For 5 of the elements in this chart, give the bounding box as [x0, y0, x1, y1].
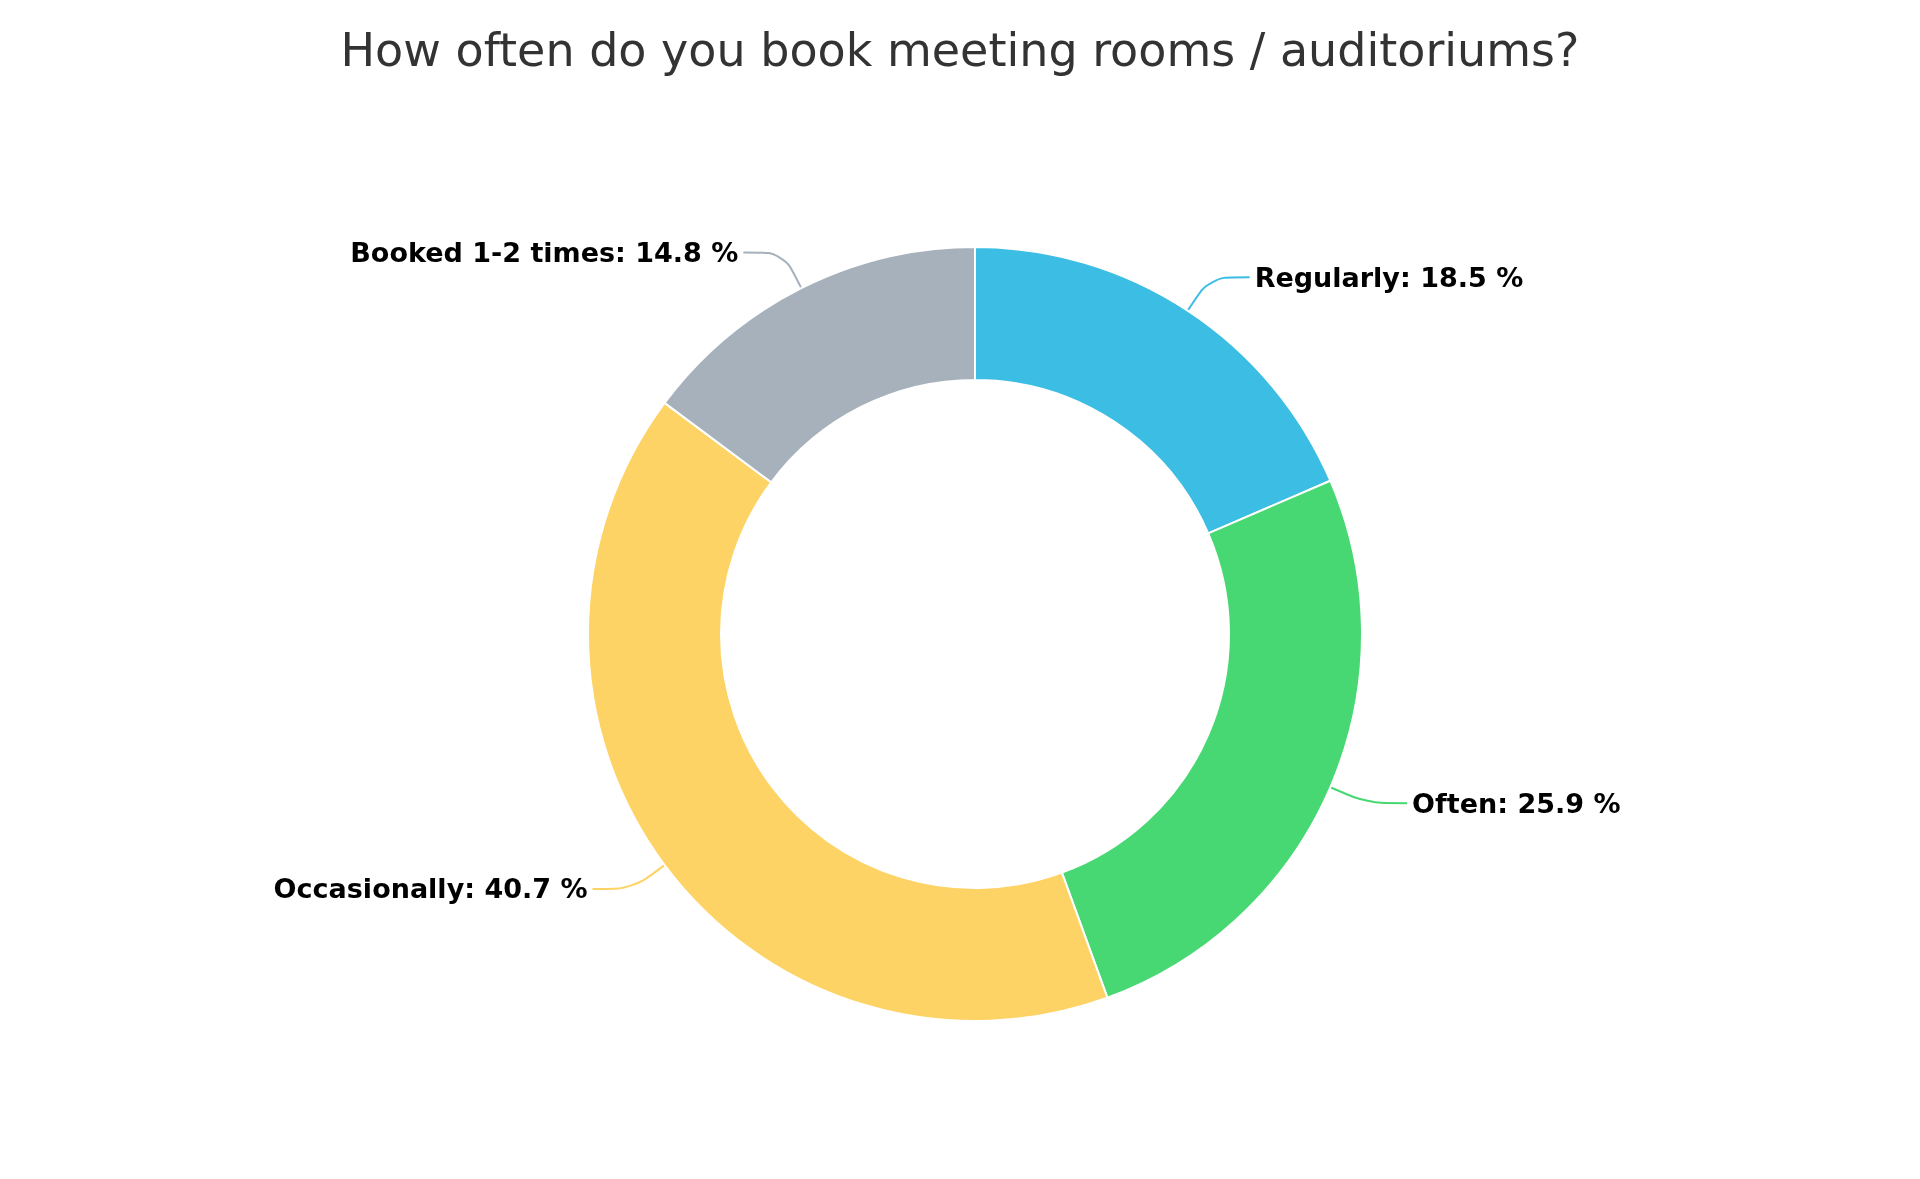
slice-label: Regularly: 18.5 % [1254, 261, 1524, 293]
chart-title: How often do you book meeting rooms / auditoriums? [340, 23, 1580, 77]
slice-label: Occasionally: 40.7 % [273, 873, 588, 905]
slice-label: Booked 1-2 times: 14.8 % [350, 236, 739, 268]
slice-label: Often: 25.9 % [1412, 787, 1621, 819]
